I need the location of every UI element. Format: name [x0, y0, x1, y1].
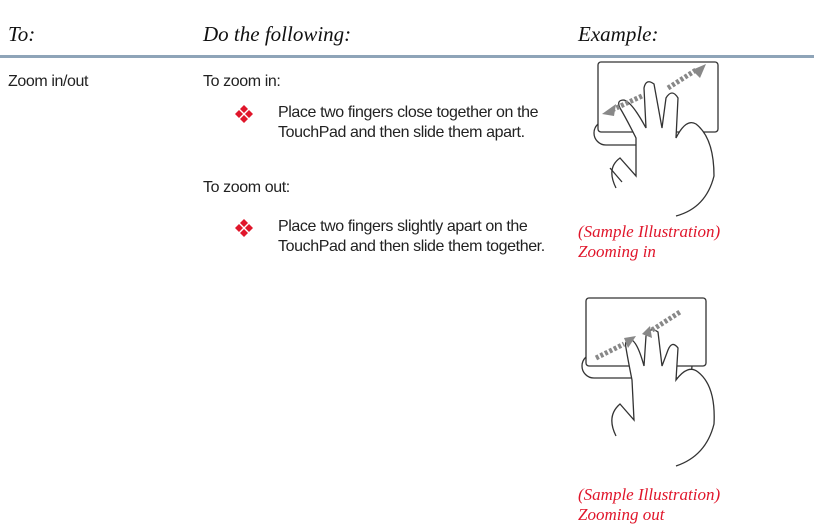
header-example: Example:: [578, 22, 659, 46]
header-rule: [0, 55, 814, 58]
bullet-icon: [235, 219, 253, 237]
step-bullet: Place two fingers slightly apart on the …: [278, 218, 545, 255]
header-to: To:: [8, 22, 36, 46]
example-caption: (Sample Illustration): [578, 485, 721, 504]
bullet-icon: [235, 105, 253, 123]
zoom-out-illustration: [581, 297, 715, 467]
step-bullet: Place two fingers close together on the …: [278, 104, 539, 141]
header-do: Do the following:: [203, 22, 352, 46]
step-heading: To zoom out:: [203, 179, 290, 196]
action: Zoom in/out: [8, 73, 89, 90]
example-label: Zooming in: [578, 242, 656, 261]
zoom-in-illustration: [593, 61, 719, 217]
step-heading: To zoom in:: [203, 73, 281, 90]
example-label: Zooming out: [578, 505, 665, 524]
example-caption: (Sample Illustration): [578, 222, 721, 241]
